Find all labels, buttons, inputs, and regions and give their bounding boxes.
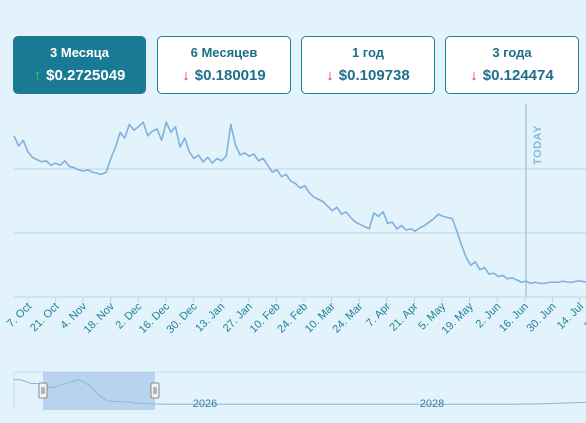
today-label: TODAY — [532, 125, 544, 165]
arrow-up-icon: ↑ — [33, 67, 42, 84]
x-tick-label: 19. May — [440, 300, 477, 337]
x-tick-label: 24. Mar — [330, 300, 365, 335]
x-tick-label: 21. Apr — [387, 300, 420, 333]
tab-price-row: ↓ $0.109738 — [302, 67, 434, 84]
navigator-label: 2026 — [193, 398, 217, 410]
chart-series — [13, 121, 586, 285]
navigator-selection — [43, 372, 155, 410]
tab-price: $0.180019 — [194, 67, 266, 84]
x-tick-label: 30. Jun — [525, 301, 559, 335]
tab-price: $0.2725049 — [46, 67, 126, 84]
x-tick-label: 21. Oct — [28, 301, 62, 335]
arrow-down-icon: ↓ — [182, 67, 190, 84]
timeframe-tabs: 3 Месяца ↑ $0.2725049 6 Месяцев ↓ $0.18001… — [0, 0, 586, 100]
chart-grid — [14, 168, 586, 298]
x-tick-label: 30. Dec — [164, 300, 200, 336]
tab-1-year[interactable]: 1 год ↓ $0.109738 — [301, 36, 435, 94]
x-tick-label: 13. Jan — [193, 301, 227, 335]
navigator-handle[interactable] — [150, 382, 160, 399]
tab-label: 1 год — [351, 45, 385, 60]
tab-3-years[interactable]: 3 года ↓ $0.124474 — [445, 36, 579, 94]
tab-3-months[interactable]: 3 Месяца ↑ $0.2725049 — [13, 36, 146, 94]
arrow-down-icon: ↓ — [326, 67, 334, 84]
tab-price-row: ↑ $0.2725049 — [14, 67, 145, 84]
x-tick-label: 28. Jul — [582, 301, 586, 332]
navigator[interactable]: 2026 2028 — [13, 371, 586, 410]
tab-6-months[interactable]: 6 Месяцев ↓ $0.180019 — [157, 36, 291, 94]
tab-label: 3 года — [492, 45, 532, 60]
x-tick-label: 14. Jul — [555, 301, 586, 332]
x-tick-label: 16. Jun — [497, 301, 531, 335]
today-marker: TODAY — [525, 104, 544, 297]
navigator-line — [14, 379, 586, 405]
tab-price-row: ↓ $0.124474 — [446, 67, 578, 84]
tab-price: $0.109738 — [338, 67, 410, 84]
navigator-label: 2028 — [420, 398, 444, 410]
tab-label: 3 Месяца — [50, 45, 109, 60]
x-tick-label: 18. Nov — [82, 300, 118, 336]
tab-label: 6 Месяцев — [190, 45, 258, 60]
price-line — [13, 121, 586, 285]
navigator-handle[interactable] — [38, 382, 48, 399]
tab-price: $0.124474 — [482, 67, 554, 84]
arrow-down-icon: ↓ — [470, 67, 478, 84]
tab-price-row: ↓ $0.180019 — [158, 67, 290, 84]
